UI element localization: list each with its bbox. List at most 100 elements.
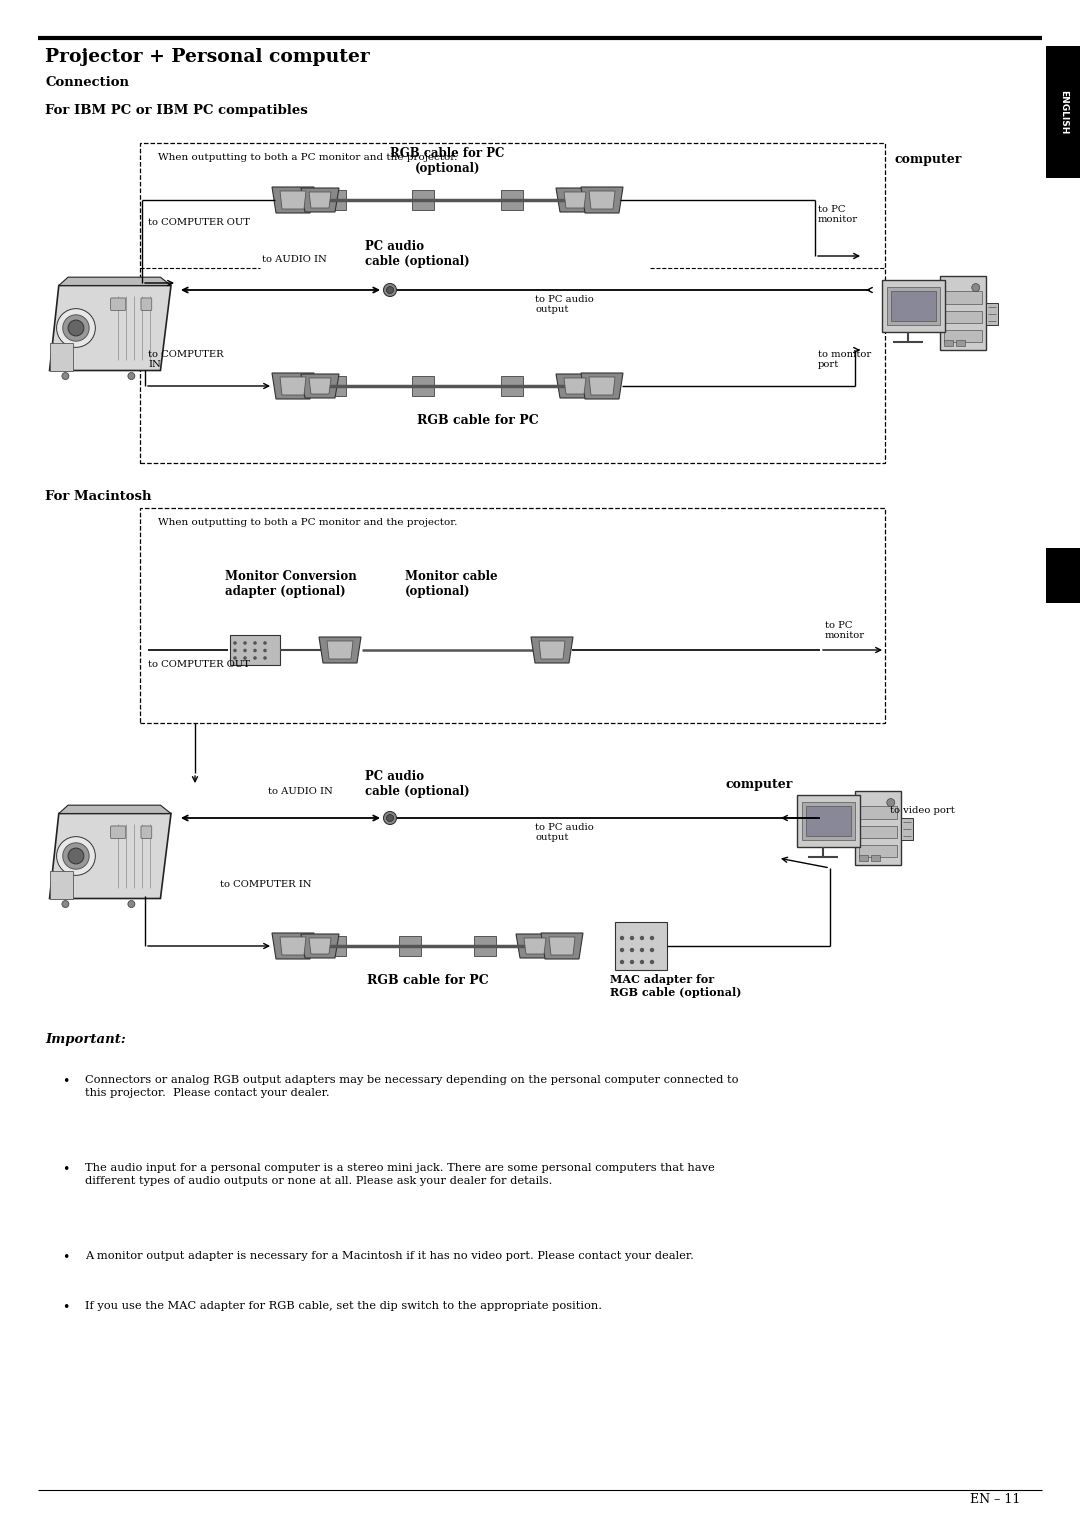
- FancyBboxPatch shape: [944, 341, 953, 347]
- Bar: [140, 507, 885, 723]
- Circle shape: [620, 935, 624, 940]
- Circle shape: [68, 848, 84, 863]
- Polygon shape: [581, 373, 623, 399]
- Circle shape: [62, 900, 69, 908]
- Polygon shape: [50, 813, 171, 898]
- Text: Monitor cable
(optional): Monitor cable (optional): [405, 570, 498, 597]
- Polygon shape: [564, 377, 586, 394]
- Text: to COMPUTER
IN: to COMPUTER IN: [148, 350, 224, 370]
- Circle shape: [127, 373, 135, 379]
- FancyBboxPatch shape: [324, 937, 346, 957]
- Circle shape: [639, 960, 644, 964]
- Bar: [1047, 549, 1080, 604]
- Text: When outputting to both a PC monitor and the projector.: When outputting to both a PC monitor and…: [158, 153, 457, 162]
- Circle shape: [63, 315, 90, 341]
- Polygon shape: [319, 637, 361, 663]
- Circle shape: [630, 935, 634, 940]
- Text: to PC audio
output: to PC audio output: [535, 824, 594, 842]
- FancyBboxPatch shape: [589, 189, 611, 209]
- Circle shape: [650, 935, 654, 940]
- Polygon shape: [549, 937, 575, 955]
- Text: RGB cable for PC
(optional): RGB cable for PC (optional): [390, 147, 504, 176]
- Polygon shape: [301, 934, 339, 958]
- Circle shape: [383, 284, 396, 296]
- Text: •: •: [62, 1163, 69, 1177]
- Circle shape: [887, 799, 894, 807]
- Text: to COMPUTER OUT: to COMPUTER OUT: [148, 660, 249, 669]
- FancyBboxPatch shape: [474, 937, 496, 957]
- Polygon shape: [556, 188, 594, 212]
- Circle shape: [620, 960, 624, 964]
- Circle shape: [233, 642, 237, 645]
- Circle shape: [243, 649, 247, 652]
- Bar: [1047, 46, 1080, 177]
- Circle shape: [62, 373, 69, 379]
- Text: For Macintosh: For Macintosh: [45, 490, 151, 503]
- FancyBboxPatch shape: [413, 189, 434, 209]
- Circle shape: [243, 656, 247, 660]
- Circle shape: [620, 947, 624, 952]
- Circle shape: [650, 947, 654, 952]
- FancyBboxPatch shape: [940, 275, 986, 350]
- FancyBboxPatch shape: [615, 921, 667, 970]
- Text: Connectors or analog RGB output adapters may be necessary depending on the perso: Connectors or analog RGB output adapters…: [85, 1076, 739, 1099]
- Circle shape: [387, 287, 393, 293]
- FancyBboxPatch shape: [801, 802, 855, 840]
- FancyBboxPatch shape: [944, 292, 982, 304]
- Polygon shape: [280, 191, 306, 209]
- Polygon shape: [272, 373, 314, 399]
- FancyBboxPatch shape: [859, 807, 896, 819]
- FancyBboxPatch shape: [141, 827, 152, 839]
- Text: computer: computer: [895, 153, 962, 167]
- FancyBboxPatch shape: [887, 287, 940, 325]
- FancyBboxPatch shape: [901, 817, 913, 840]
- FancyBboxPatch shape: [413, 376, 434, 396]
- Polygon shape: [280, 937, 306, 955]
- Text: ENGLISH: ENGLISH: [1059, 90, 1068, 134]
- Text: to PC audio
output: to PC audio output: [535, 295, 594, 315]
- Circle shape: [264, 656, 267, 660]
- FancyBboxPatch shape: [956, 341, 966, 347]
- FancyBboxPatch shape: [141, 298, 152, 310]
- Polygon shape: [589, 191, 615, 209]
- Text: Projector + Personal computer: Projector + Personal computer: [45, 47, 369, 66]
- Text: •: •: [62, 1300, 69, 1314]
- Text: EN – 11: EN – 11: [970, 1493, 1020, 1507]
- Polygon shape: [309, 193, 330, 208]
- FancyBboxPatch shape: [944, 310, 982, 322]
- Circle shape: [630, 947, 634, 952]
- Circle shape: [383, 811, 396, 825]
- Circle shape: [56, 837, 95, 876]
- Circle shape: [264, 642, 267, 645]
- Circle shape: [253, 642, 257, 645]
- Text: Monitor Conversion
adapter (optional): Monitor Conversion adapter (optional): [225, 570, 356, 597]
- Circle shape: [253, 649, 257, 652]
- Circle shape: [127, 900, 135, 908]
- Circle shape: [639, 935, 644, 940]
- FancyBboxPatch shape: [549, 937, 571, 957]
- Polygon shape: [516, 934, 554, 958]
- Text: MAC adapter for
RGB cable (optional): MAC adapter for RGB cable (optional): [610, 973, 741, 998]
- FancyBboxPatch shape: [589, 376, 611, 396]
- Polygon shape: [327, 642, 353, 659]
- FancyBboxPatch shape: [110, 298, 125, 310]
- Text: For IBM PC or IBM PC compatibles: For IBM PC or IBM PC compatibles: [45, 104, 308, 118]
- FancyBboxPatch shape: [324, 376, 346, 396]
- FancyBboxPatch shape: [855, 790, 901, 865]
- FancyBboxPatch shape: [501, 189, 523, 209]
- Text: RGB cable for PC: RGB cable for PC: [417, 414, 538, 426]
- Text: If you use the MAC adapter for RGB cable, set the dip switch to the appropriate : If you use the MAC adapter for RGB cable…: [85, 1300, 602, 1311]
- FancyBboxPatch shape: [501, 376, 523, 396]
- Text: to AUDIO IN: to AUDIO IN: [262, 255, 327, 264]
- FancyBboxPatch shape: [50, 871, 73, 898]
- Polygon shape: [309, 377, 330, 394]
- Bar: [140, 144, 885, 463]
- Polygon shape: [301, 188, 339, 212]
- Text: to video port: to video port: [890, 805, 955, 814]
- Text: •: •: [62, 1076, 69, 1088]
- Circle shape: [68, 319, 84, 336]
- Circle shape: [264, 649, 267, 652]
- Polygon shape: [581, 186, 623, 212]
- FancyBboxPatch shape: [881, 280, 945, 333]
- Circle shape: [972, 284, 980, 292]
